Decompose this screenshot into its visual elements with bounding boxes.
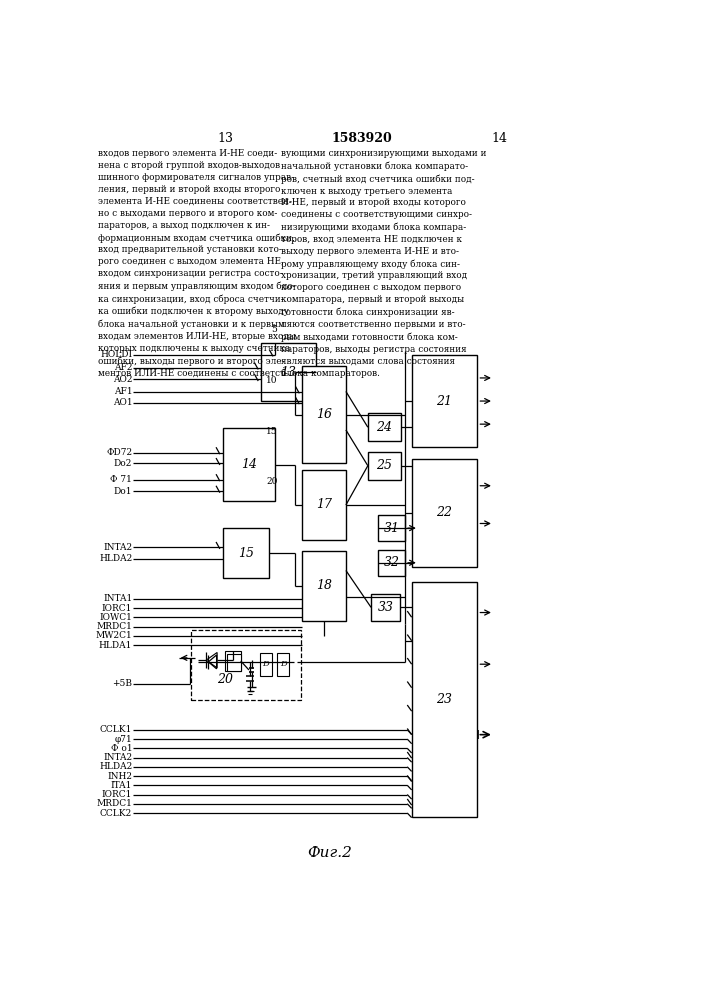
- Text: HLDA2: HLDA2: [99, 762, 132, 771]
- Text: AF1: AF1: [114, 387, 132, 396]
- Bar: [260, 653, 272, 676]
- Text: CCLK2: CCLK2: [100, 808, 132, 818]
- Text: Ф o1: Ф o1: [110, 744, 132, 753]
- Text: 14: 14: [491, 132, 508, 145]
- Bar: [368, 413, 401, 441]
- Text: 25: 25: [376, 459, 392, 472]
- Bar: [411, 582, 477, 817]
- Text: 21: 21: [436, 395, 452, 408]
- Text: 14: 14: [240, 458, 257, 471]
- Text: IORC1: IORC1: [102, 790, 132, 799]
- Bar: [368, 452, 401, 480]
- Text: INTA2: INTA2: [103, 543, 132, 552]
- Text: INH2: INH2: [107, 772, 132, 781]
- Bar: [261, 343, 316, 401]
- Bar: [411, 459, 477, 567]
- Bar: [302, 551, 346, 620]
- Text: AO1: AO1: [112, 398, 132, 407]
- Bar: [226, 651, 240, 671]
- Text: 1583920: 1583920: [332, 132, 392, 145]
- Bar: [191, 630, 301, 700]
- Text: 5: 5: [271, 325, 277, 334]
- Bar: [277, 653, 289, 676]
- Text: IORC1: IORC1: [102, 604, 132, 613]
- Text: 24: 24: [376, 421, 392, 434]
- Bar: [223, 428, 275, 501]
- Text: 13: 13: [281, 366, 296, 379]
- Text: Фиг.2: Фиг.2: [307, 846, 352, 860]
- Text: D: D: [262, 660, 269, 668]
- Text: Do1: Do1: [114, 487, 132, 496]
- Bar: [227, 654, 240, 671]
- Text: HLDA1: HLDA1: [99, 641, 132, 650]
- Text: AO2: AO2: [112, 375, 132, 384]
- Bar: [302, 366, 346, 463]
- Text: 16: 16: [316, 408, 332, 421]
- Bar: [371, 594, 399, 620]
- Text: 18: 18: [316, 579, 332, 592]
- Bar: [223, 528, 269, 578]
- Bar: [378, 550, 405, 576]
- Bar: [378, 515, 405, 541]
- Text: 31: 31: [383, 522, 399, 535]
- Text: 13: 13: [217, 132, 233, 145]
- Text: HLDA2: HLDA2: [99, 554, 132, 563]
- Text: 33: 33: [378, 601, 393, 614]
- Text: D: D: [280, 660, 287, 668]
- Text: 20: 20: [266, 477, 277, 486]
- Text: Do2: Do2: [114, 459, 132, 468]
- Text: 23: 23: [436, 693, 452, 706]
- Text: 15: 15: [266, 427, 277, 436]
- Bar: [411, 355, 477, 447]
- Text: MRDC1: MRDC1: [96, 799, 132, 808]
- Text: 32: 32: [383, 556, 399, 569]
- Text: MRDC1: MRDC1: [96, 622, 132, 631]
- Text: 22: 22: [436, 506, 452, 519]
- Text: 10: 10: [266, 376, 277, 385]
- Text: AF2: AF2: [114, 363, 132, 372]
- Text: INTA1: INTA1: [103, 594, 132, 603]
- Text: ФD72: ФD72: [106, 448, 132, 457]
- Text: 15: 15: [238, 547, 254, 560]
- Text: Ф 71: Ф 71: [110, 475, 132, 484]
- Text: HOLDI: HOLDI: [100, 350, 132, 359]
- Text: входов первого элемента И-НЕ соеди-
нена с второй группой входов-выходов
шинного: входов первого элемента И-НЕ соеди- нена…: [98, 149, 296, 377]
- Text: IOWC1: IOWC1: [100, 613, 132, 622]
- Text: вующими синхронизирующими выходами и
начальной установки блока компарато-
ров, с: вующими синхронизирующими выходами и нач…: [281, 149, 486, 378]
- Text: +5B: +5B: [112, 679, 132, 688]
- Text: φ71: φ71: [115, 735, 132, 744]
- Text: MW2C1: MW2C1: [95, 631, 132, 640]
- Text: 17: 17: [316, 498, 332, 512]
- Text: INTA2: INTA2: [103, 753, 132, 762]
- Text: CCLK1: CCLK1: [100, 725, 132, 734]
- Text: 20: 20: [217, 673, 233, 686]
- Bar: [302, 470, 346, 540]
- Text: ITA1: ITA1: [111, 781, 132, 790]
